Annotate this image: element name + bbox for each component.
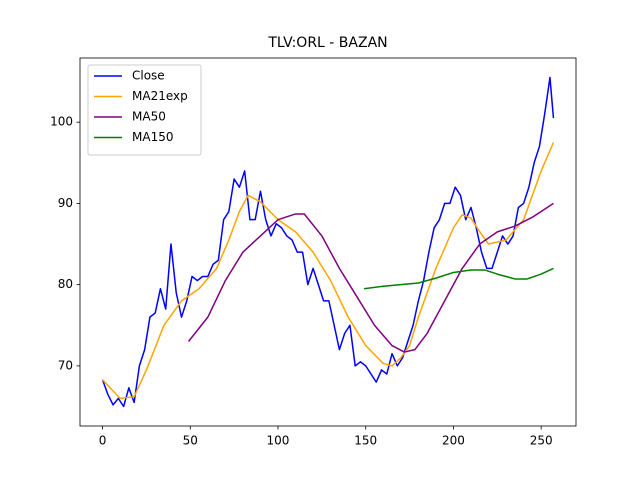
line-series <box>102 142 555 400</box>
chart-title: TLV:ORL - BAZAN <box>267 35 387 51</box>
legend-label: Close <box>132 69 165 83</box>
line-series <box>363 267 554 290</box>
x-tick-label: 0 <box>99 434 107 448</box>
x-tick-label: 200 <box>442 434 465 448</box>
y-tick-label: 90 <box>58 196 73 210</box>
line-series <box>187 202 554 353</box>
legend-box <box>87 64 202 156</box>
y-tick-label: 70 <box>58 358 73 372</box>
legend-label: MA21exp <box>132 89 188 103</box>
legend-label: MA50 <box>132 110 166 124</box>
legend-label: MA150 <box>132 130 173 144</box>
y-tick-label: 80 <box>58 277 73 291</box>
x-tick-label: 50 <box>183 434 198 448</box>
x-tick-label: 100 <box>267 434 290 448</box>
plot-frame <box>79 57 577 427</box>
x-tick-label: 250 <box>530 434 553 448</box>
x-tick-label: 150 <box>354 434 377 448</box>
y-tick-label: 100 <box>50 115 73 129</box>
